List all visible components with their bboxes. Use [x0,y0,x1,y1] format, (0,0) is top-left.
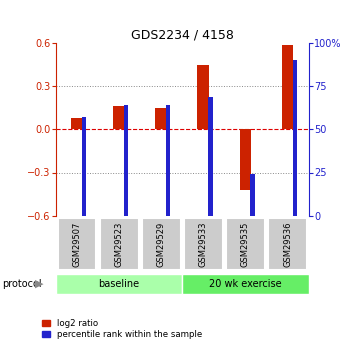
Text: GSM29536: GSM29536 [283,221,292,267]
FancyBboxPatch shape [268,218,307,270]
Text: baseline: baseline [99,279,140,289]
Text: GSM29533: GSM29533 [199,221,208,267]
Bar [282,45,293,129]
Text: GSM29507: GSM29507 [73,221,82,267]
FancyBboxPatch shape [58,218,96,270]
FancyBboxPatch shape [226,218,265,270]
Text: GSM29529: GSM29529 [157,221,166,267]
FancyBboxPatch shape [184,218,223,270]
Bar [197,65,209,129]
Text: ▶: ▶ [35,279,44,288]
Bar [82,117,86,216]
Text: 20 wk exercise: 20 wk exercise [209,279,282,289]
Bar [155,108,167,129]
Bar [124,105,128,216]
Bar [251,174,255,216]
FancyBboxPatch shape [56,274,182,294]
Bar [240,129,251,190]
Text: GSM29523: GSM29523 [115,221,123,267]
Text: protocol: protocol [2,279,42,288]
Bar [113,106,125,129]
Bar [71,118,83,129]
Bar [208,97,213,216]
Title: GDS2234 / 4158: GDS2234 / 4158 [131,29,234,42]
FancyBboxPatch shape [142,218,180,270]
FancyBboxPatch shape [182,274,309,294]
Text: GSM29535: GSM29535 [241,221,250,267]
Bar [292,60,297,216]
FancyBboxPatch shape [100,218,139,270]
Bar [166,105,170,216]
Legend: log2 ratio, percentile rank within the sample: log2 ratio, percentile rank within the s… [40,317,204,341]
